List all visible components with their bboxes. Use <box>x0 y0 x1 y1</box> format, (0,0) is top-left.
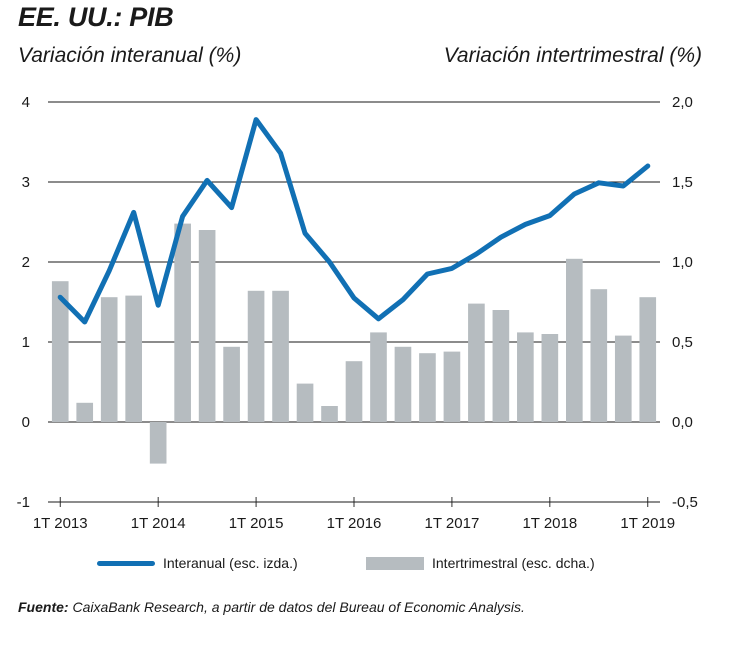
y-left-tick-label: 4 <box>22 94 30 111</box>
source-note: Fuente: CaixaBank Research, a partir de … <box>18 599 525 615</box>
legend-line-swatch <box>97 560 155 566</box>
legend-item-bar: Intertrimestral (esc. dcha.) <box>366 555 595 571</box>
bar <box>174 223 191 422</box>
y-left-tick-label: 2 <box>22 254 30 271</box>
legend-bar-label: Intertrimestral (esc. dcha.) <box>432 555 595 571</box>
gridlines <box>48 101 660 503</box>
y-right-tick-label: -0,5 <box>672 494 698 511</box>
bar <box>223 346 240 422</box>
x-tick-label: 1T 2017 <box>425 515 480 532</box>
bar <box>125 295 143 422</box>
left-axis-title: Variación interanual (%) <box>18 44 242 67</box>
right-axis-title: Variación intertrimestral (%) <box>443 44 702 67</box>
line-series <box>57 117 651 325</box>
bar <box>345 361 363 422</box>
right-axis-ticks: -0,5 0,0 0,5 1,0 1,5 2,0 <box>672 94 698 511</box>
bar <box>198 230 216 422</box>
y-right-tick-label: 1,0 <box>672 254 693 271</box>
bar <box>76 402 94 422</box>
legend-item-line: Interanual (esc. izda.) <box>97 555 298 571</box>
bar <box>517 332 534 422</box>
bar <box>492 310 510 422</box>
bar <box>149 422 167 464</box>
y-right-tick-label: 0,0 <box>672 414 693 431</box>
bar-series <box>51 223 657 464</box>
bar <box>370 332 387 422</box>
bar <box>565 258 583 422</box>
bar <box>614 335 632 422</box>
bar <box>639 297 657 422</box>
chart-title: EE. UU.: PIB <box>18 2 174 32</box>
x-tick-label: 1T 2014 <box>131 515 186 532</box>
bar <box>443 351 461 422</box>
y-right-tick-label: 1,5 <box>672 174 693 191</box>
bar <box>590 289 608 422</box>
source-text: CaixaBank Research, a partir de datos de… <box>68 599 525 615</box>
y-right-tick-label: 0,5 <box>672 334 693 351</box>
x-tick-label: 1T 2013 <box>33 515 88 532</box>
y-left-tick-label: 0 <box>22 414 30 431</box>
bar <box>247 290 265 422</box>
series-line-interanual <box>57 117 651 325</box>
bar <box>468 303 485 422</box>
y-right-tick-label: 2,0 <box>672 94 693 111</box>
y-left-tick-label: 3 <box>22 174 30 191</box>
legend: Interanual (esc. izda.) Intertrimestral … <box>0 555 738 579</box>
bar <box>419 353 436 422</box>
legend-line-label: Interanual (esc. izda.) <box>163 555 298 571</box>
x-tick-label: 1T 2019 <box>620 515 675 532</box>
x-tick-label: 1T 2018 <box>522 515 577 532</box>
bar <box>272 290 289 422</box>
bar <box>296 383 314 422</box>
bar <box>541 334 559 422</box>
bar <box>394 346 412 422</box>
y-left-tick-label: -1 <box>17 494 30 511</box>
legend-bar-swatch <box>366 556 424 570</box>
x-tick-label: 1T 2016 <box>327 515 382 532</box>
x-tick-label: 1T 2015 <box>229 515 284 532</box>
y-left-tick-label: 1 <box>22 334 30 351</box>
bar <box>51 281 69 422</box>
left-axis-ticks: -1 0 1 2 3 4 <box>17 94 30 511</box>
bar <box>321 406 338 422</box>
source-label: Fuente: <box>18 599 69 615</box>
bar <box>100 297 118 422</box>
x-axis-ticks: 1T 2013 1T 2014 1T 2015 1T 2016 1T 2017 1T 20… <box>33 497 675 532</box>
